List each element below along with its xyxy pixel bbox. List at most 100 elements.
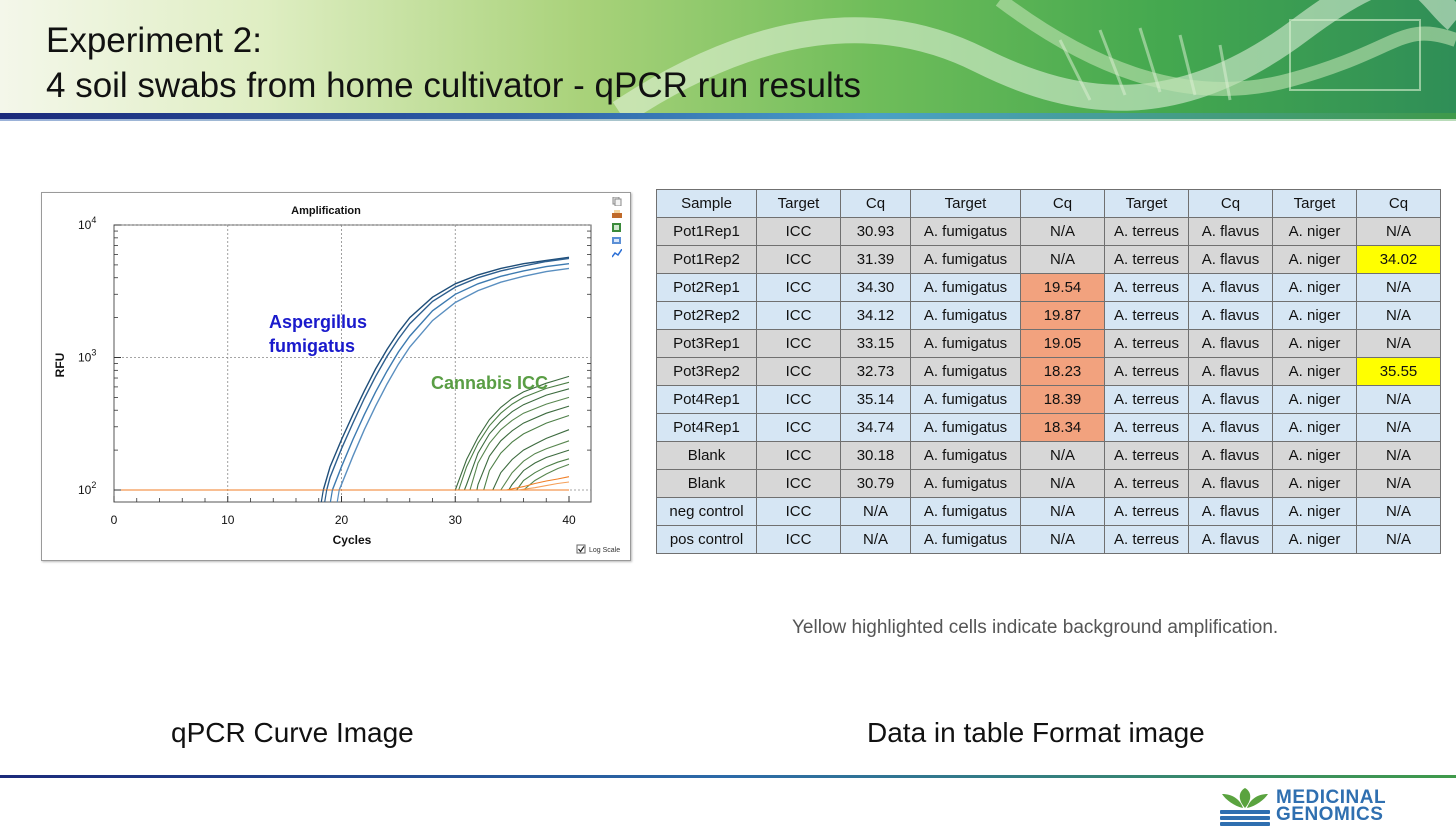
header-stripe [0, 113, 1456, 119]
slide-title: Experiment 2: 4 soil swabs from home cul… [46, 18, 861, 108]
logo-line1: MEDICINAL [1276, 787, 1387, 808]
table-cell: A. fumigatus [910, 413, 1021, 442]
table-cell: A. flavus [1188, 301, 1273, 330]
table-cell: A. flavus [1188, 273, 1273, 302]
series-icc-11 [500, 440, 570, 491]
table-cell: ICC [756, 217, 841, 246]
y-axis-label: RFU [53, 353, 67, 378]
y-tick-labels: 102 103 104 [78, 215, 121, 497]
table-cell: 34.74 [840, 413, 911, 442]
table-cell: A. niger [1272, 245, 1357, 274]
x-tick-label: 20 [335, 513, 349, 527]
table-row: neg control ICC N/A A. fumigatus N/A A. terre… [656, 497, 1441, 526]
table-cell: Blank [656, 441, 757, 470]
table-cell: A. terreus [1104, 385, 1189, 414]
table-cell: A. niger [1272, 441, 1357, 470]
table-header-cell: Sample [656, 189, 757, 218]
zoom-icon[interactable] [612, 236, 622, 245]
print-icon[interactable] [612, 210, 622, 219]
series-fumigatus-tail-1 [324, 489, 328, 503]
table-row: Pot3Rep2 ICC 32.73 A. fumigatus 18.23 A. terr… [656, 357, 1441, 386]
table-cell: N/A [1356, 217, 1441, 246]
table-cell: 35.55 [1356, 357, 1441, 386]
x-tick-labels: 0 10 20 30 40 [111, 496, 576, 527]
y-tick-label: 102 [78, 480, 96, 497]
series-fumigatus-tail-3 [336, 489, 340, 503]
series-icc-6 [463, 388, 570, 491]
caption-data-table: Data in table Format image [867, 717, 1205, 748]
table-header-cell: Target [1272, 189, 1357, 218]
y-tick-label: 104 [78, 215, 96, 232]
footer-stripe [0, 775, 1456, 778]
series-fumigatus-2 [331, 263, 570, 491]
table-cell: A. fumigatus [910, 217, 1021, 246]
table-cell: A. flavus [1188, 329, 1273, 358]
slide-title-line1: Experiment 2: [46, 21, 262, 60]
table-row: Pot2Rep1 ICC 34.30 A. fumigatus 19.54 A. terr… [656, 273, 1441, 302]
copy-icon[interactable] [612, 197, 622, 206]
table-cell: A. fumigatus [910, 329, 1021, 358]
table-cell: A. fumigatus [910, 273, 1021, 302]
series-fumigatus-tail-2 [329, 489, 333, 503]
table-cell: N/A [1356, 497, 1441, 526]
table-header-cell: Target [756, 189, 841, 218]
dna-helix-graphic [612, 0, 1456, 113]
table-header-cell: Cq [1020, 189, 1105, 218]
table-cell: N/A [1356, 413, 1441, 442]
series-icc-7 [469, 396, 570, 491]
table-cell: A. flavus [1188, 413, 1273, 442]
table-row: Pot4Rep1 ICC 35.14 A. fumigatus 18.39 A. terr… [656, 385, 1441, 414]
header-banner: Experiment 2: 4 soil swabs from home cul… [0, 0, 1456, 113]
trend-icon[interactable] [612, 249, 622, 258]
table-cell: A. terreus [1104, 245, 1189, 274]
slide-title-line2: 4 soil swabs from home cultivator - qPCR… [46, 66, 861, 105]
table-cell: 18.34 [1020, 413, 1105, 442]
table-cell: A. fumigatus [910, 525, 1021, 554]
table-cell: Pot1Rep2 [656, 245, 757, 274]
table-header-cell: Cq [840, 189, 911, 218]
series-icc-8 [476, 405, 570, 491]
x-tick-label: 0 [111, 513, 118, 527]
series-fumigatus-0 [322, 256, 570, 491]
table-cell: A. terreus [1104, 329, 1189, 358]
series-icc-5 [458, 381, 570, 491]
logo-line2: GENOMICS [1276, 804, 1384, 825]
table-cell: 19.54 [1020, 273, 1105, 302]
table-cell: A. flavus [1188, 469, 1273, 498]
table-cell: ICC [756, 385, 841, 414]
log-scale-checkbox[interactable] [576, 544, 586, 554]
table-cell: N/A [840, 525, 911, 554]
table-cell: 34.12 [840, 301, 911, 330]
table-cell: N/A [1356, 441, 1441, 470]
table-cell: A. terreus [1104, 273, 1189, 302]
table-cell: A. flavus [1188, 245, 1273, 274]
table-cell: ICC [756, 497, 841, 526]
table-cell: A. terreus [1104, 217, 1189, 246]
export-icon[interactable] [612, 223, 622, 232]
series-icc-10 [492, 429, 570, 491]
series-fumigatus-3 [338, 267, 570, 491]
table-cell: ICC [756, 357, 841, 386]
table-cell: A. niger [1272, 273, 1357, 302]
logo-mark-icon [1220, 788, 1270, 826]
table-cell: N/A [1356, 273, 1441, 302]
table-cell: N/A [1020, 217, 1105, 246]
table-cell: ICC [756, 413, 841, 442]
table-cell: A. niger [1272, 413, 1357, 442]
table-header-row: Sample Target Cq Target Cq Target Cq Target Cq [656, 189, 1441, 218]
table-cell: Pot3Rep2 [656, 357, 757, 386]
table-cell: 34.02 [1356, 245, 1441, 274]
table-cell: 19.87 [1020, 301, 1105, 330]
table-cell: A. niger [1272, 217, 1357, 246]
table-cell: N/A [1356, 329, 1441, 358]
table-cell: 35.14 [840, 385, 911, 414]
table-cell: A. fumigatus [910, 441, 1021, 470]
series-bg-16 [506, 476, 570, 491]
table-cell: A. niger [1272, 301, 1357, 330]
x-tick-label: 30 [449, 513, 463, 527]
table-cell: ICC [756, 245, 841, 274]
table-cell: A. terreus [1104, 497, 1189, 526]
table-cell: Pot4Rep1 [656, 385, 757, 414]
table-cell: 18.23 [1020, 357, 1105, 386]
table-cell: ICC [756, 273, 841, 302]
